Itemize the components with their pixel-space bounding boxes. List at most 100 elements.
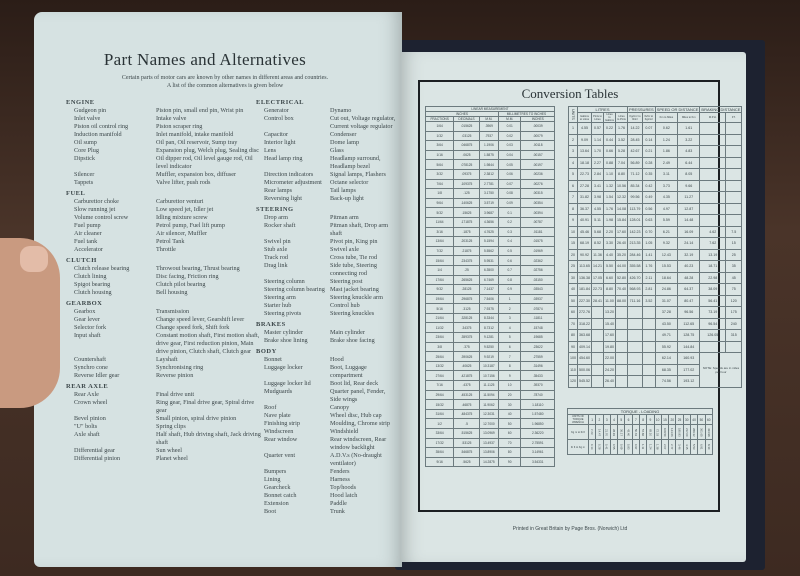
table-cell: 2.27 xyxy=(591,156,604,169)
table-cell: 3.11 xyxy=(654,168,679,181)
part-alternatives: Signal lamps, Flashers xyxy=(330,171,386,178)
torque-loading-table: TORQUE - LOADING UNITS OF TORQUE WRENCH 1 2… xyxy=(567,408,713,455)
hand-holding-book xyxy=(0,238,60,408)
table-cell: 16.09 xyxy=(677,225,701,238)
group-header: SPEED OR DISTANCE xyxy=(654,106,701,113)
table-cell: 1.76 xyxy=(642,260,656,273)
table-cell: 13.0969 xyxy=(478,428,499,439)
table-cell: 5.9531 xyxy=(478,255,499,266)
table-cell: 8.3344 xyxy=(478,312,499,324)
table-row: 17/64.265625 6.7469 0.8.03150 xyxy=(424,274,555,286)
table-cell: 11/32 xyxy=(424,322,455,334)
table-cell: .1875 xyxy=(453,226,480,238)
table-cell: 0.44 xyxy=(603,133,616,146)
part-name: Dipstick xyxy=(74,155,95,162)
part-alternatives: Spring clips xyxy=(156,423,186,430)
table-row: 13/64.203125 5.1594 0.4.01575 xyxy=(424,236,555,247)
table-cell: .40625 xyxy=(453,360,480,372)
part-row: Interior light Dome lamp xyxy=(256,139,396,147)
table-cell: 62.14 xyxy=(654,352,679,365)
table-cell: 42.67 xyxy=(627,145,643,158)
table-cell: 5.28 xyxy=(615,145,628,158)
table-cell: 0.9 xyxy=(497,284,522,295)
table-cell: 9/16 xyxy=(424,456,455,468)
table-row: 13/32.40625 10.3187 8.31496 xyxy=(424,360,555,372)
table-cell: 5.50 xyxy=(603,260,616,273)
table-cell xyxy=(699,133,726,146)
table-cell: 3.5719 xyxy=(478,197,499,209)
table-cell: 12.43 xyxy=(654,248,679,261)
table-cell: 37.28 xyxy=(654,306,679,319)
part-alternatives: Tail lamps xyxy=(330,187,356,194)
table-cell: 0.63 xyxy=(642,214,656,227)
table-cell: 6 xyxy=(497,341,522,353)
table-row: 7/64.109375 2.7781 0.07.00276 xyxy=(424,178,555,190)
part-row: Axle shaft Half shaft, Hub driving shaft,… xyxy=(66,431,266,447)
part-alternatives: Glass xyxy=(330,147,344,154)
table-cell: 1.18110 xyxy=(520,399,555,410)
part-row: Track rod Cross tube, Tie rod xyxy=(256,254,396,262)
part-row: Air cleaner Air silencer, Muffler xyxy=(66,230,266,238)
table-row: 10 45.46 5.68 2.20 17.60 142.23 0.70 6.21 16.09 4… xyxy=(568,225,743,238)
table-row: 15/64.234375 5.9531 0.6.02362 xyxy=(424,255,555,266)
table-cell: 24.14 xyxy=(677,237,701,250)
part-name: Gearbox xyxy=(74,308,96,315)
part-row: Windscreen Windshield xyxy=(256,428,396,436)
column-header: Miles to Km xyxy=(677,112,701,123)
part-name: Boot xyxy=(264,508,277,515)
part-row: Lining Harness xyxy=(256,476,396,484)
table-cell: 1.10 xyxy=(603,168,616,181)
part-row: Steering arm Steering knuckle arm xyxy=(256,294,396,302)
table-cell: .5625 xyxy=(453,456,480,468)
part-name: Extension xyxy=(264,500,289,507)
part-alternatives: Sun wheel xyxy=(156,447,182,454)
torque-unit: 10 xyxy=(653,414,662,425)
table-row: 11/32.34375 8.7312 4.15748 xyxy=(424,322,555,334)
table-cell: 32.19 xyxy=(677,248,701,261)
part-row: Reversing light Back-up light xyxy=(256,195,396,203)
table-cell: 33/64 xyxy=(424,428,455,439)
part-alternatives: Boot, Luggage compartment xyxy=(330,364,367,379)
table-cell: 4.97 xyxy=(654,202,679,215)
part-row: Inlet valve Intake valve xyxy=(66,115,266,123)
table-cell: 20 xyxy=(568,248,578,261)
part-name: Silencer xyxy=(74,171,95,178)
table-cell: 35.20 xyxy=(615,248,628,261)
table-cell xyxy=(591,352,604,365)
part-row: Rear lamps Tail lamps xyxy=(256,187,396,195)
table-cell: 5/32 xyxy=(424,207,455,218)
part-name: Core Plug xyxy=(74,147,99,154)
part-row: Finishing strip Moulding, Chrome strip xyxy=(256,420,396,428)
table-cell: 9.09 xyxy=(577,133,592,146)
table-row: 27/64.421875 10.7156 9.35433 xyxy=(424,370,555,382)
table-cell: 25 xyxy=(724,248,743,261)
torque-unit: 60 xyxy=(704,414,713,425)
table-cell: .015625 xyxy=(453,121,480,132)
table-cell xyxy=(642,340,656,353)
table-cell: 40 xyxy=(568,283,578,296)
table-cell: 2.36220 xyxy=(520,428,555,439)
column-header: DECIMALS xyxy=(453,116,480,122)
part-row: Clutch lining Disc facing, Friction ring xyxy=(66,273,266,281)
table-cell: 9/64 xyxy=(424,197,455,209)
column-header: Km to Miles xyxy=(654,112,679,123)
table-cell: 8.80 xyxy=(615,168,628,181)
table-cell: 0.04 xyxy=(497,149,522,161)
part-row: Input shaft Constant motion shaft, First … xyxy=(66,332,266,356)
table-cell: .35433 xyxy=(520,370,555,382)
table-cell: 120 xyxy=(724,294,743,307)
part-alternatives: Low speed jet, Idler jet xyxy=(156,206,214,213)
table-cell: 0.06 xyxy=(497,168,522,180)
part-alternatives: Canopy xyxy=(330,404,350,411)
table-cell: 0.62 xyxy=(654,122,679,135)
part-row: Drag link Side tube, Steering connecting … xyxy=(256,262,396,278)
part-alternatives: Synchronising ring xyxy=(156,364,204,371)
table-cell: 17/64 xyxy=(424,274,455,286)
table-cell: 11.5094 xyxy=(478,389,499,401)
part-name: Finishing strip xyxy=(264,420,300,427)
table-cell: 4.3656 xyxy=(478,216,499,228)
table-cell: 100 xyxy=(568,352,578,365)
table-cell: .01181 xyxy=(520,226,555,238)
table-cell: 1.1906 xyxy=(478,140,499,151)
table-cell: 7.1437 xyxy=(478,284,499,295)
